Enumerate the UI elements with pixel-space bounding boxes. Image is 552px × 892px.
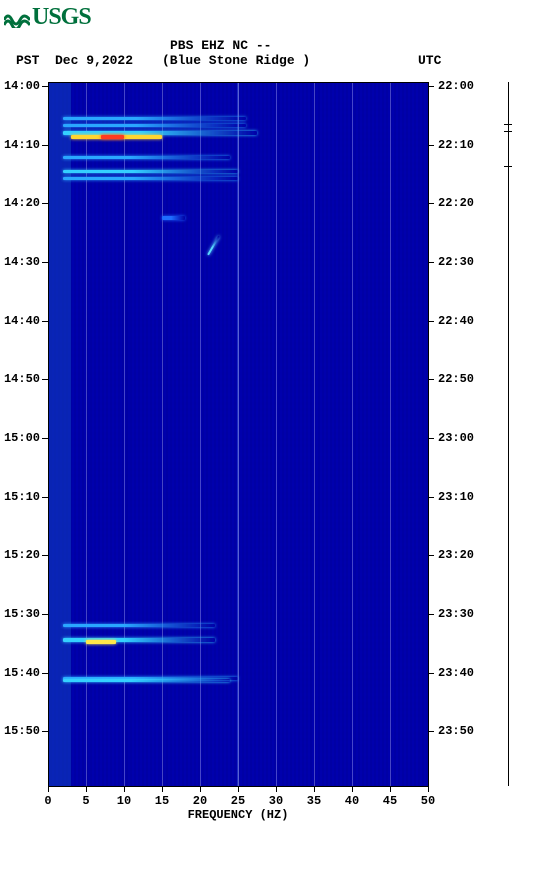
hot-event	[101, 135, 124, 139]
y-tick-left	[42, 731, 48, 732]
seismic-event	[63, 117, 245, 120]
x-tick	[314, 786, 315, 792]
y-tick-right	[428, 497, 434, 498]
y-label-left: 15:50	[4, 724, 40, 738]
y-tick-left	[42, 86, 48, 87]
x-tick	[48, 786, 49, 792]
x-tick	[276, 786, 277, 792]
seismic-event	[162, 216, 185, 220]
y-tick-left	[42, 614, 48, 615]
gridline	[314, 82, 315, 786]
spectrogram-plot: 05101520253035404550FREQUENCY (HZ)14:001…	[48, 82, 428, 786]
x-tick	[238, 786, 239, 792]
y-label-left: 15:20	[4, 548, 40, 562]
station-name: (Blue Stone Ridge )	[162, 53, 310, 68]
y-label-right: 22:20	[438, 196, 474, 210]
y-tick-left	[42, 438, 48, 439]
y-tick-right	[428, 673, 434, 674]
y-label-right: 22:00	[438, 79, 474, 93]
y-tick-right	[428, 614, 434, 615]
pst-label: PST Dec 9,2022	[16, 53, 133, 68]
x-tick-label: 20	[193, 794, 207, 808]
y-label-right: 23:40	[438, 666, 474, 680]
y-label-right: 22:30	[438, 255, 474, 269]
station-code: PBS EHZ NC --	[170, 38, 271, 53]
y-tick-left	[42, 555, 48, 556]
y-tick-left	[42, 262, 48, 263]
seismic-event	[63, 679, 230, 682]
amplitude-scalebar	[508, 82, 509, 786]
seismic-event	[63, 624, 215, 627]
y-tick-left	[42, 321, 48, 322]
x-tick-label: 5	[82, 794, 89, 808]
x-tick	[352, 786, 353, 792]
seismic-event	[63, 177, 238, 180]
y-tick-left	[42, 379, 48, 380]
y-label-left: 15:00	[4, 431, 40, 445]
x-tick-label: 15	[155, 794, 169, 808]
x-tick-label: 35	[307, 794, 321, 808]
y-label-right: 23:50	[438, 724, 474, 738]
seismic-event	[63, 156, 230, 159]
y-label-right: 22:50	[438, 372, 474, 386]
x-tick-label: 45	[383, 794, 397, 808]
seismic-event	[63, 124, 245, 127]
y-label-left: 15:10	[4, 490, 40, 504]
y-label-right: 23:30	[438, 607, 474, 621]
y-label-right: 22:10	[438, 138, 474, 152]
y-label-left: 14:20	[4, 196, 40, 210]
y-label-right: 22:40	[438, 314, 474, 328]
x-tick-label: 50	[421, 794, 435, 808]
seismic-event	[63, 170, 238, 173]
y-label-left: 14:30	[4, 255, 40, 269]
y-label-right: 23:10	[438, 490, 474, 504]
x-tick	[124, 786, 125, 792]
logo-text: USGS	[32, 4, 91, 31]
x-tick-label: 40	[345, 794, 359, 808]
x-tick	[86, 786, 87, 792]
usgs-logo: USGS	[4, 4, 91, 31]
y-tick-left	[42, 673, 48, 674]
y-label-right: 23:20	[438, 548, 474, 562]
y-tick-left	[42, 203, 48, 204]
y-tick-left	[42, 497, 48, 498]
scalebar-tick	[504, 166, 512, 167]
scalebar-tick	[504, 131, 512, 132]
y-tick-right	[428, 438, 434, 439]
y-tick-right	[428, 379, 434, 380]
x-tick-label: 30	[269, 794, 283, 808]
y-tick-left	[42, 145, 48, 146]
y-tick-right	[428, 86, 434, 87]
x-axis-label: FREQUENCY (HZ)	[188, 808, 289, 822]
y-tick-right	[428, 203, 434, 204]
y-tick-right	[428, 262, 434, 263]
x-tick	[390, 786, 391, 792]
scalebar-tick	[504, 124, 512, 125]
x-tick	[162, 786, 163, 792]
wave-icon	[4, 8, 30, 28]
y-tick-right	[428, 321, 434, 322]
y-label-left: 14:40	[4, 314, 40, 328]
gridline	[352, 82, 353, 786]
y-label-left: 15:40	[4, 666, 40, 680]
hot-event	[86, 640, 116, 644]
spectrogram-canvas	[48, 82, 428, 786]
gridline	[390, 82, 391, 786]
y-label-left: 14:00	[4, 79, 40, 93]
x-tick	[428, 786, 429, 792]
y-label-left: 15:30	[4, 607, 40, 621]
y-label-right: 23:00	[438, 431, 474, 445]
gridline	[276, 82, 277, 786]
y-label-left: 14:50	[4, 372, 40, 386]
x-tick	[200, 786, 201, 792]
x-tick-label: 10	[117, 794, 131, 808]
x-tick-label: 25	[231, 794, 245, 808]
utc-label: UTC	[418, 53, 441, 68]
y-tick-right	[428, 145, 434, 146]
y-label-left: 14:10	[4, 138, 40, 152]
x-tick-label: 0	[44, 794, 51, 808]
gridline	[238, 82, 239, 786]
y-tick-right	[428, 555, 434, 556]
y-tick-right	[428, 731, 434, 732]
